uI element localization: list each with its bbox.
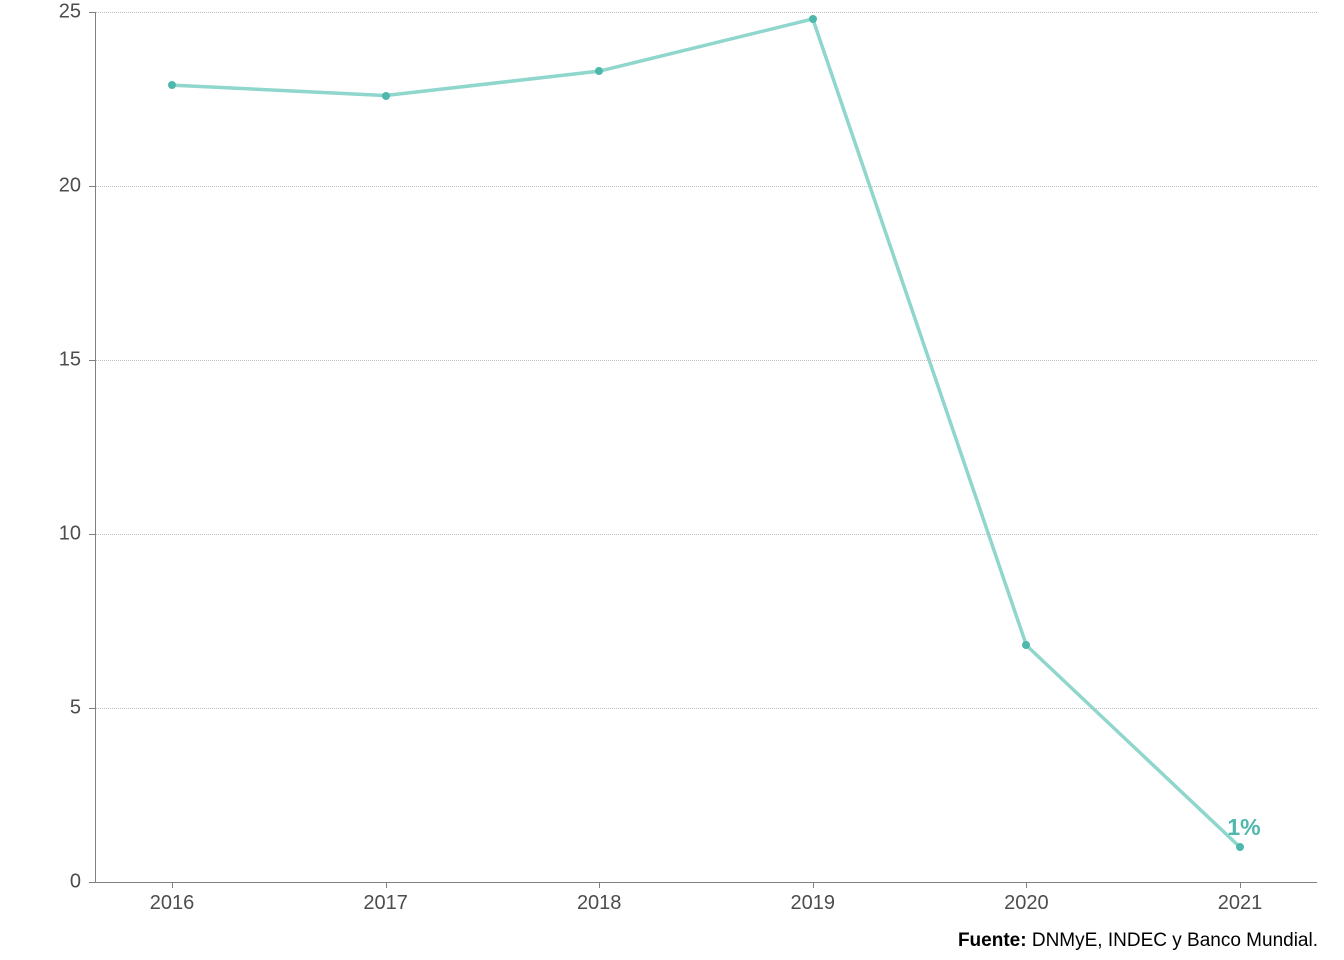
y-tick-mark [89, 882, 95, 883]
data-point [1236, 843, 1244, 851]
gridline [95, 360, 1317, 361]
gridline [95, 534, 1317, 535]
x-tick-mark [386, 882, 387, 888]
x-tick-label: 2016 [150, 892, 195, 915]
plot-area: 05101520252016201720182019202020211% [95, 12, 1317, 882]
y-axis-line [95, 12, 96, 882]
data-point [1022, 641, 1030, 649]
y-tick-label: 0 [21, 871, 81, 894]
y-tick-mark [89, 360, 95, 361]
x-tick-label: 2021 [1218, 892, 1263, 915]
x-tick-label: 2017 [363, 892, 408, 915]
y-tick-label: 10 [21, 523, 81, 546]
y-tick-mark [89, 708, 95, 709]
data-point [382, 92, 390, 100]
x-tick-label: 2018 [577, 892, 622, 915]
x-tick-mark [172, 882, 173, 888]
y-tick-label: 20 [21, 175, 81, 198]
x-axis-line [95, 882, 1317, 883]
y-tick-mark [89, 186, 95, 187]
y-tick-mark [89, 12, 95, 13]
x-tick-mark [1026, 882, 1027, 888]
caption-text: DNMyE, INDEC y Banco Mundial. [1032, 930, 1318, 951]
x-tick-mark [599, 882, 600, 888]
chart-container: 05101520252016201720182019202020211% Fue… [0, 0, 1344, 960]
data-point [595, 67, 603, 75]
x-tick-mark [1240, 882, 1241, 888]
line-series [95, 12, 1317, 882]
chart-caption: Fuente: DNMyE, INDEC y Banco Mundial. [958, 930, 1318, 952]
x-tick-mark [813, 882, 814, 888]
gridline [95, 708, 1317, 709]
gridline [95, 186, 1317, 187]
data-label: 1% [1227, 814, 1260, 841]
y-tick-label: 25 [21, 1, 81, 24]
data-point [809, 15, 817, 23]
x-tick-label: 2019 [791, 892, 836, 915]
y-tick-mark [89, 534, 95, 535]
y-tick-label: 5 [21, 697, 81, 720]
y-tick-label: 15 [21, 349, 81, 372]
gridline [95, 12, 1317, 13]
x-tick-label: 2020 [1004, 892, 1049, 915]
data-point [168, 81, 176, 89]
caption-prefix: Fuente: [958, 930, 1032, 951]
